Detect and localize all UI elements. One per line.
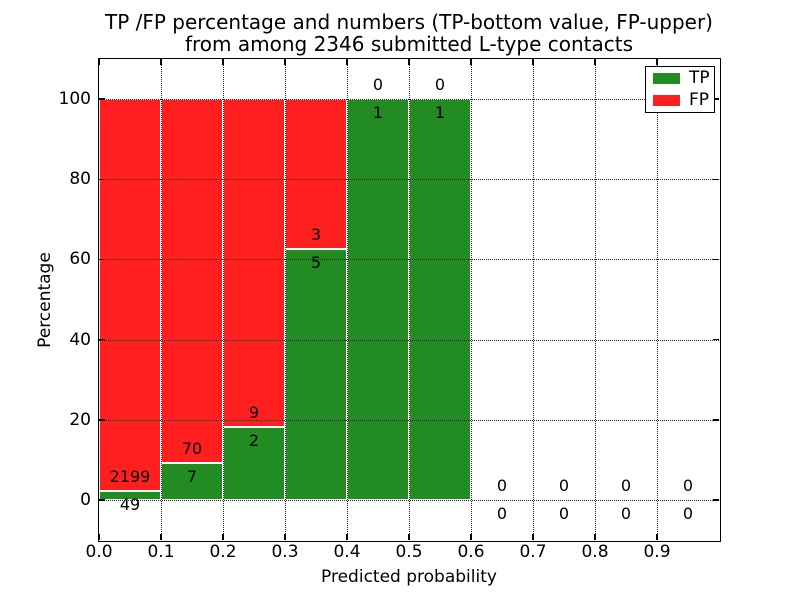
x-tick-label: 0.6 (457, 542, 485, 562)
legend-entry-tp: TP (646, 68, 714, 89)
fp-count-label: 0 (682, 475, 694, 495)
y-tick-label: 0 (80, 489, 91, 510)
x-tick-top (98, 59, 100, 65)
x-gridline (595, 59, 596, 540)
legend-entry-fp: FP (646, 90, 714, 111)
x-axis-label: Predicted probability (321, 567, 497, 587)
tp-color-swatch (653, 73, 680, 84)
legend-label-fp: FP (689, 90, 710, 110)
fp-count-label: 0 (496, 475, 508, 495)
x-gridline (285, 59, 286, 540)
y-tick-right (713, 258, 719, 261)
y-tick-right (713, 499, 719, 501)
x-tick-top (594, 59, 596, 65)
fp-bar-segment (223, 99, 285, 428)
fp-count-label: 0 (372, 75, 384, 95)
tp-bar-segment (285, 249, 347, 500)
fp-color-swatch (653, 95, 680, 106)
x-tick-label: 0.2 (209, 542, 237, 562)
x-tick-label: 0.8 (581, 542, 609, 562)
tp-count-label: 2 (248, 431, 260, 451)
y-tick-right (713, 338, 719, 341)
y-tick-right (713, 178, 719, 180)
chart-title: TP /FP percentage and numbers (TP-bottom… (99, 11, 719, 55)
tp-count-label: 1 (372, 103, 384, 123)
x-tick-label: 0.4 (333, 542, 361, 562)
chart-title-line1: TP /FP percentage and numbers (TP-bottom… (105, 10, 713, 34)
y-tick-right (713, 98, 719, 100)
tp-count-label: 0 (496, 503, 508, 523)
y-tick-label: 40 (69, 329, 91, 350)
x-tick-label: 0.7 (519, 542, 547, 562)
x-tick-bottom (408, 534, 410, 540)
x-gridline (471, 59, 472, 540)
x-gridline (409, 59, 410, 540)
y-tick-label: 80 (69, 169, 91, 190)
x-tick-top (222, 59, 224, 65)
plot-area: 2199 49 70 7 9 2 3 5 0 1 0 1 0 0 0 0 0 0 0 0 (98, 59, 719, 540)
fp-count-label: 70 (181, 439, 203, 459)
x-tick-top (470, 59, 472, 65)
y-tick-label: 100 (58, 89, 91, 110)
x-tick-bottom (160, 534, 162, 540)
tp-bar-segment (161, 463, 223, 500)
tp-count-label: 49 (119, 495, 141, 515)
x-tick-bottom (656, 534, 658, 540)
x-tick-bottom (284, 534, 286, 540)
tp-count-label: 7 (186, 467, 198, 487)
y-tick-left (99, 178, 105, 180)
x-tick-top (532, 59, 534, 65)
tp-count-label: 0 (620, 503, 632, 523)
x-tick-bottom (346, 534, 348, 540)
y-tick-label: 20 (69, 409, 91, 430)
x-tick-top (284, 59, 286, 65)
y-tick-left (99, 499, 105, 501)
legend: TP FP (645, 66, 715, 113)
fp-count-label: 0 (434, 75, 446, 95)
y-tick-left (99, 419, 105, 421)
x-gridline (533, 59, 534, 540)
x-tick-top (346, 59, 348, 65)
x-tick-bottom (532, 534, 534, 540)
tp-bar-segment (409, 99, 471, 500)
tp-bar-segment (99, 491, 161, 500)
x-gridline (161, 59, 162, 540)
tp-count-label: 1 (434, 103, 446, 123)
y-tick-right (713, 419, 719, 421)
fp-count-label: 3 (310, 225, 322, 245)
x-tick-label: 0.3 (271, 542, 299, 562)
fp-count-label: 0 (558, 475, 570, 495)
x-tick-bottom (594, 534, 596, 540)
tp-count-label: 0 (682, 503, 694, 523)
y-tick-left (99, 338, 105, 341)
x-gridline (347, 59, 348, 540)
y-tick-label: 60 (69, 249, 91, 270)
x-tick-label: 0.9 (643, 542, 671, 562)
legend-label-tp: TP (689, 68, 710, 88)
y-tick-left (99, 258, 105, 261)
x-gridline (657, 59, 658, 540)
fp-count-label: 9 (248, 403, 260, 423)
x-tick-label: 0.0 (85, 542, 113, 562)
x-tick-label: 0.5 (395, 542, 423, 562)
tp-count-label: 5 (310, 253, 322, 273)
x-tick-bottom (98, 534, 100, 540)
x-tick-bottom (222, 534, 224, 540)
fp-count-label: 2199 (109, 467, 151, 487)
x-tick-label: 0.1 (147, 542, 175, 562)
fp-bar-segment (161, 99, 223, 464)
y-tick-left (99, 98, 105, 100)
y-axis-label: Percentage (35, 252, 55, 348)
fp-count-label: 0 (620, 475, 632, 495)
chart-title-line2: from among 2346 submitted L-type contact… (184, 32, 634, 56)
tp-bar-segment (347, 99, 409, 500)
x-tick-top (656, 59, 658, 65)
fp-bar-segment (99, 99, 161, 492)
x-tick-bottom (470, 534, 472, 540)
tp-count-label: 0 (558, 503, 570, 523)
x-tick-top (408, 59, 410, 65)
x-gridline (223, 59, 224, 540)
x-tick-top (160, 59, 162, 65)
